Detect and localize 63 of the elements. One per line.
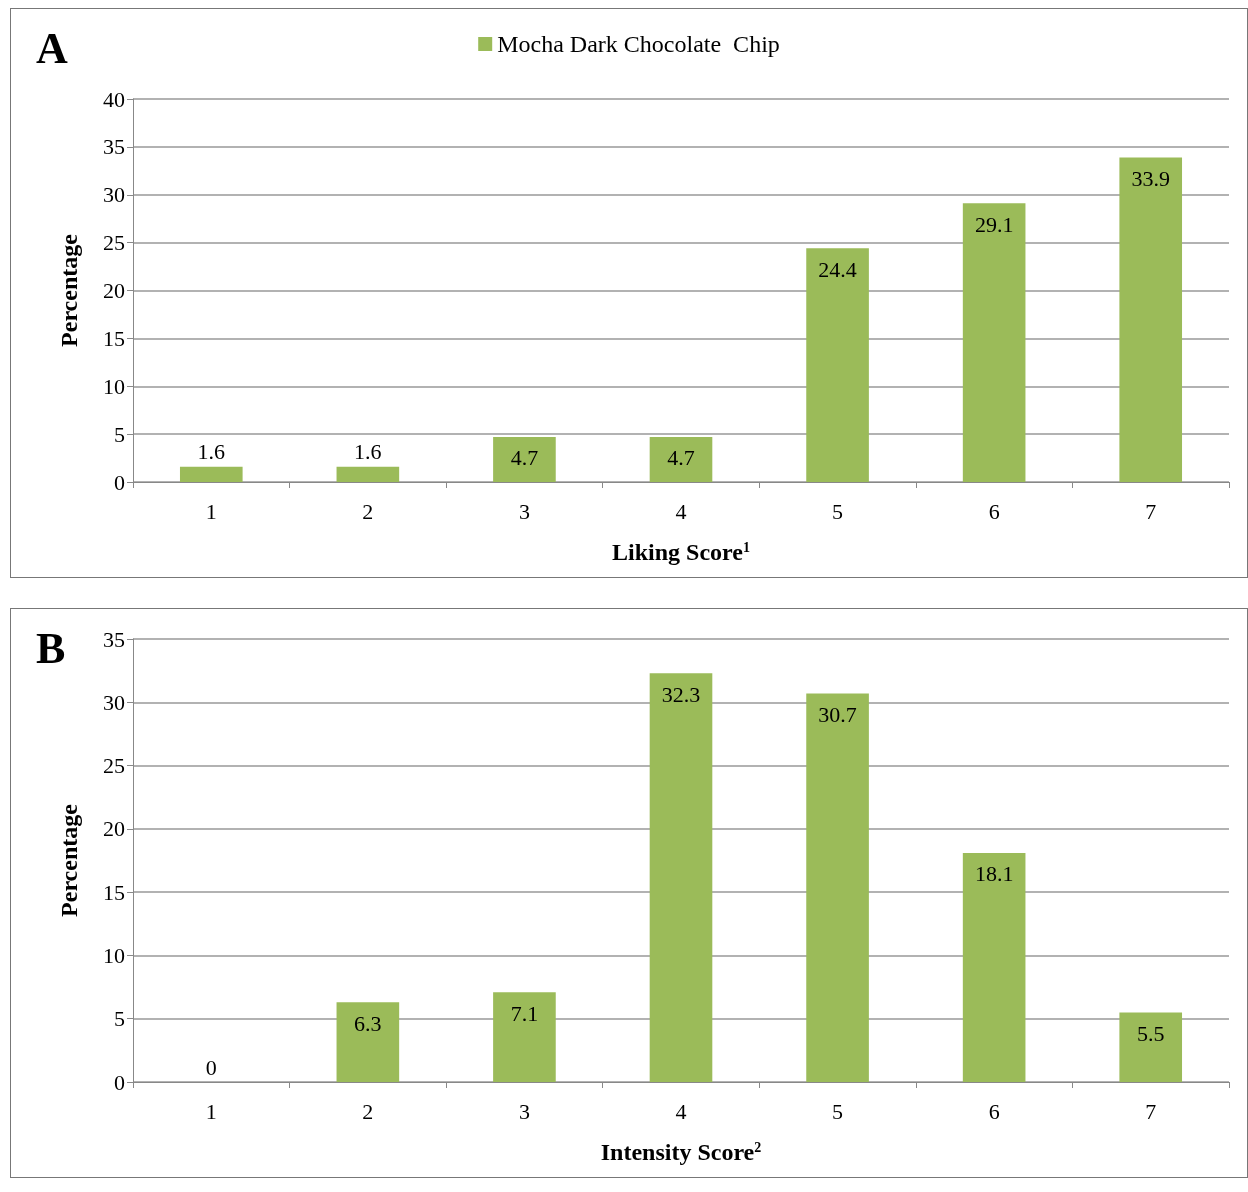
bar (806, 693, 869, 1082)
x-tick-label: 6 (988, 498, 1000, 524)
y-tick-label: 0 (114, 1069, 125, 1095)
bar (336, 1002, 400, 1082)
y-tick-label: 35 (103, 134, 125, 160)
x-tick-label: 4 (675, 498, 687, 524)
x-tick-label: 3 (518, 498, 530, 524)
y-tick-label: 10 (103, 942, 125, 968)
x-tick-label: 5 (832, 1098, 844, 1124)
bar (1119, 157, 1183, 482)
y-axis-title: Percentage (56, 803, 82, 917)
x-tick-label: 5 (832, 498, 844, 524)
y-tick-label: 20 (103, 278, 125, 303)
y-tick-label: 5 (114, 421, 125, 447)
x-tick-label: 6 (988, 1098, 1000, 1124)
x-tick-label: 7 (1145, 498, 1157, 524)
x-tick-label: 4 (675, 1098, 687, 1124)
y-tick-label: 30 (103, 182, 125, 208)
y-tick-label: 5 (114, 1006, 125, 1032)
data-label: 7.1 (510, 1000, 539, 1026)
bar (649, 437, 713, 482)
data-label: 33.9 (1131, 165, 1170, 191)
y-tick-label: 25 (103, 753, 125, 779)
data-label: 0 (205, 1054, 217, 1080)
bar (806, 248, 869, 482)
y-tick-label: 35 (103, 626, 125, 652)
data-label: 4.7 (667, 445, 695, 471)
y-axis-title: Percentage (56, 233, 82, 347)
bar (493, 437, 556, 482)
data-label: 29.1 (974, 211, 1014, 237)
data-label: 1.6 (197, 439, 226, 465)
bar (1119, 1012, 1183, 1082)
data-label: 32.3 (661, 681, 701, 707)
x-tick-label: 2 (362, 1098, 374, 1124)
data-label: 30.7 (818, 701, 857, 727)
chart-title: A (36, 23, 68, 73)
data-label: 5.5 (1136, 1020, 1165, 1046)
y-tick-label: 0 (114, 469, 125, 495)
y-tick-label: 40 (103, 86, 125, 112)
x-tick-label: 7 (1145, 1098, 1157, 1124)
bar (962, 203, 1026, 482)
bar (336, 466, 400, 482)
y-tick-label: 20 (103, 816, 125, 842)
y-tick-label: 10 (103, 373, 125, 399)
bar (179, 466, 243, 482)
legend-label: Mocha Dark Chocolate Chip (497, 31, 780, 57)
bar (962, 852, 1026, 1082)
data-label: 6.3 (354, 1010, 382, 1036)
data-label: 24.4 (818, 256, 857, 282)
y-tick-label: 15 (103, 879, 125, 905)
data-label: 1.6 (354, 439, 382, 465)
bar (649, 673, 713, 1082)
x-tick-label: 1 (205, 498, 217, 524)
y-tick-label: 25 (103, 230, 125, 256)
y-tick-label: 15 (103, 325, 125, 351)
chart-title: B (36, 623, 66, 673)
data-label: 4.7 (510, 445, 539, 471)
data-label: 18.1 (974, 861, 1014, 887)
x-tick-label: 1 (205, 1098, 217, 1124)
x-tick-label: 2 (362, 498, 374, 524)
x-tick-label: 3 (518, 1098, 530, 1124)
y-tick-label: 30 (103, 689, 125, 715)
bar (493, 992, 556, 1082)
